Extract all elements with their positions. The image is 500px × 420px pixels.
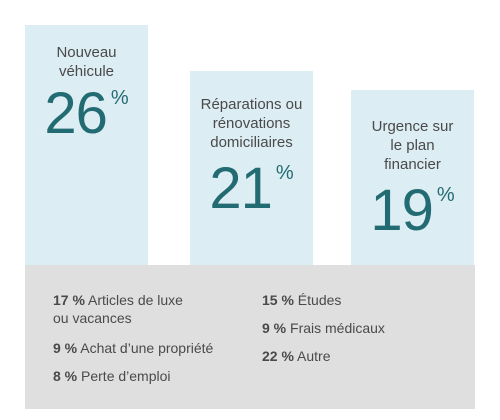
other-category-item: 9 % Frais médicaux — [262, 319, 385, 337]
other-category-value: 8 % — [53, 368, 78, 384]
other-categories-panel: 17 % Articles de luxe ou vacances 9 % Acha… — [25, 265, 475, 409]
bar-label-line: le plan — [390, 136, 435, 154]
other-category-item: 17 % Articles de luxe ou vacances — [53, 291, 183, 327]
other-category-line: 22 % Autre — [262, 348, 331, 364]
bar-label-line: véhicule — [58, 63, 115, 80]
bar-value-unit: % — [275, 161, 294, 184]
bar-label-line: domiciliaires — [210, 133, 293, 151]
other-category-item: 8 % Perte d’emploi — [53, 367, 171, 385]
other-category-value: 22 % — [262, 348, 294, 364]
other-category-line: 9 % Achat d’une propriété — [53, 340, 214, 356]
bar-label-line: Urgence sur — [371, 117, 454, 135]
other-category-line: 17 % Articles de luxe — [53, 292, 183, 308]
bar-label-line: rénovations — [212, 114, 291, 132]
bar-label: Urgence sur le plan financier — [351, 117, 474, 174]
bar-label: Réparations ou rénovations domiciliaires — [190, 95, 313, 152]
other-category-value: 9 % — [262, 320, 287, 336]
other-category-value: 17 % — [53, 292, 85, 308]
other-category-line: 15 % Études — [262, 292, 342, 308]
other-category-line: ou vacances — [53, 310, 132, 326]
bar-1: Nouveau véhicule 26% — [25, 25, 148, 285]
bar-value-number: 26 — [44, 81, 108, 146]
other-category-value: 9 % — [53, 340, 78, 356]
bar-label-line: financier — [384, 155, 441, 173]
bar-label-line: Réparations ou — [200, 95, 303, 113]
bar-value-unit: % — [436, 183, 455, 206]
other-category-item: 15 % Études — [262, 291, 341, 309]
bar-label-line: Nouveau — [56, 44, 117, 61]
bar-value-unit: % — [110, 87, 129, 109]
bar-3: Urgence sur le plan financier 19% — [351, 89, 474, 285]
other-category-line: 8 % Perte d’emploi — [53, 368, 171, 384]
bar-value-number: 21 — [209, 155, 273, 221]
other-category-value: 15 % — [262, 292, 294, 308]
other-category-line: 9 % Frais médicaux — [262, 320, 385, 336]
other-category-item: 9 % Achat d’une propriété — [53, 339, 213, 357]
bar-2: Réparations ou rénovations domiciliaires 21… — [190, 71, 313, 285]
bar-value-number: 19 — [370, 177, 434, 243]
bar-value: 26% — [25, 85, 148, 143]
bar-value: 19% — [351, 181, 474, 240]
other-category-item: 22 % Autre — [262, 347, 331, 365]
bar-label: Nouveau véhicule — [25, 43, 148, 81]
bar-value: 21% — [190, 159, 313, 218]
